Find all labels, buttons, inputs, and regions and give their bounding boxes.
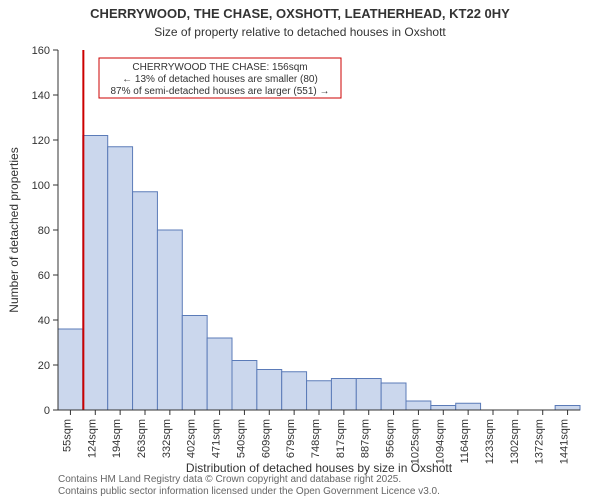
x-tick-label: 194sqm — [111, 419, 123, 458]
chart-title-2: Size of property relative to detached ho… — [154, 25, 446, 39]
bar — [307, 381, 332, 410]
y-tick-label: 140 — [32, 90, 50, 102]
x-tick-label: 1302sqm — [509, 419, 521, 464]
x-tick-label: 1441sqm — [559, 419, 571, 464]
bar — [257, 370, 282, 411]
x-tick-label: 609sqm — [260, 419, 272, 458]
bar — [356, 379, 381, 411]
y-tick-label: 80 — [38, 225, 50, 237]
bar — [133, 192, 158, 410]
y-tick-label: 160 — [32, 45, 50, 57]
bar — [406, 401, 431, 410]
x-tick-label: 817sqm — [335, 419, 347, 458]
bar — [381, 383, 406, 410]
bar — [555, 406, 580, 411]
footer-line-1: Contains HM Land Registry data © Crown c… — [58, 474, 401, 485]
y-tick-label: 0 — [44, 405, 50, 417]
bar — [232, 361, 257, 411]
x-tick-label: 887sqm — [360, 419, 372, 458]
annotation-line-1: CHERRYWOOD THE CHASE: 156sqm — [132, 62, 307, 73]
bar — [108, 147, 133, 410]
y-tick-label: 60 — [38, 270, 50, 282]
bar — [282, 372, 307, 410]
chart-title-1: CHERRYWOOD, THE CHASE, OXSHOTT, LEATHERH… — [90, 6, 510, 21]
y-tick-label: 20 — [38, 360, 50, 372]
annotation-line-3: 87% of semi-detached houses are larger (… — [110, 86, 329, 97]
y-axis-label: Number of detached properties — [7, 147, 21, 312]
x-tick-label: 124sqm — [86, 419, 98, 458]
x-tick-label: 402sqm — [186, 419, 198, 458]
bar — [157, 230, 182, 410]
bar — [182, 316, 207, 411]
chart-container: CHERRYWOOD, THE CHASE, OXSHOTT, LEATHERH… — [0, 0, 600, 500]
x-tick-label: 748sqm — [310, 419, 322, 458]
x-axis-label: Distribution of detached houses by size … — [186, 461, 453, 475]
x-tick-label: 1372sqm — [534, 419, 546, 464]
x-tick-label: 55sqm — [61, 419, 73, 452]
bar — [58, 329, 83, 410]
x-tick-label: 471sqm — [211, 419, 223, 458]
x-tick-label: 1025sqm — [409, 419, 421, 464]
x-tick-label: 263sqm — [136, 419, 148, 458]
y-tick-label: 100 — [32, 180, 50, 192]
x-tick-label: 679sqm — [285, 419, 297, 458]
x-tick-label: 956sqm — [385, 419, 397, 458]
footer-line-2: Contains public sector information licen… — [58, 486, 440, 497]
bar — [331, 379, 356, 411]
bar — [431, 406, 456, 411]
x-tick-label: 332sqm — [161, 419, 173, 458]
x-tick-label: 1233sqm — [484, 419, 496, 464]
x-tick-label: 1094sqm — [434, 419, 446, 464]
y-tick-label: 120 — [32, 135, 50, 147]
annotation-line-2: ← 13% of detached houses are smaller (80… — [122, 74, 318, 85]
chart-svg: CHERRYWOOD, THE CHASE, OXSHOTT, LEATHERH… — [0, 0, 600, 500]
y-tick-label: 40 — [38, 315, 50, 327]
x-tick-label: 1164sqm — [459, 419, 471, 463]
bar — [456, 403, 481, 410]
bar — [207, 338, 232, 410]
x-tick-label: 540sqm — [235, 419, 247, 458]
bar — [83, 136, 108, 411]
